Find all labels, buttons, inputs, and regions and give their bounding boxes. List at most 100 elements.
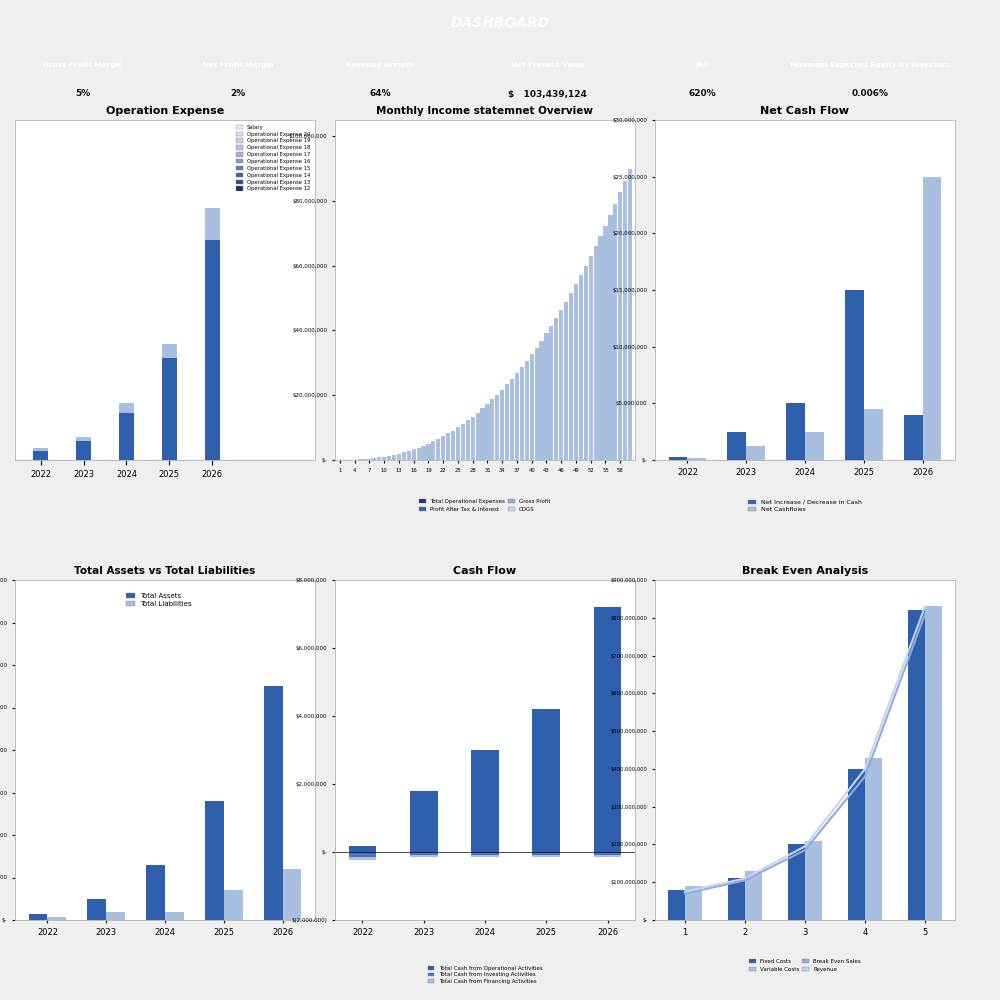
Text: Minimum Expected Equity by Investors: Minimum Expected Equity by Investors	[790, 62, 950, 68]
Bar	[349, 857, 376, 860]
Bar	[436, 439, 440, 460]
Bar	[407, 451, 411, 460]
Bar	[471, 855, 499, 857]
Bar	[162, 358, 177, 460]
Text: 2%: 2%	[230, 90, 246, 99]
Text: 64%: 64%	[369, 90, 391, 99]
Bar	[608, 215, 613, 460]
Text: Revenue Growth: Revenue Growth	[346, 62, 414, 68]
Bar	[205, 240, 220, 460]
Legend: Salary, Operational Expense 20, Operational Expense 19, Operational Expense 18, : Salary, Operational Expense 20, Operatio…	[234, 123, 312, 194]
Bar	[377, 457, 381, 460]
Bar	[687, 458, 706, 460]
Bar	[495, 395, 499, 460]
Bar	[392, 455, 396, 460]
Bar	[539, 341, 544, 460]
Text: IRR: IRR	[696, 62, 709, 68]
Legend: Fixed Costs, Variable Costs, Break Even Sales, Revenue: Fixed Costs, Variable Costs, Break Even …	[747, 957, 863, 974]
Bar	[106, 912, 125, 920]
Bar	[923, 177, 941, 460]
Bar	[410, 852, 438, 855]
Title: Total Assets vs Total Liabilities: Total Assets vs Total Liabilities	[74, 566, 256, 576]
Bar	[865, 758, 882, 920]
Bar	[410, 791, 438, 852]
Bar	[579, 275, 583, 460]
Bar	[685, 886, 702, 920]
Bar	[162, 344, 177, 358]
Bar	[788, 844, 805, 920]
Bar	[864, 409, 883, 460]
Bar	[349, 846, 376, 852]
Legend: Total Assets, Total Liabilities: Total Assets, Total Liabilities	[123, 590, 195, 610]
Bar	[532, 709, 560, 852]
Title: Net Cash Flow: Net Cash Flow	[761, 106, 850, 116]
Bar	[410, 855, 438, 857]
Bar	[367, 459, 372, 460]
Bar	[613, 204, 617, 460]
Bar	[530, 354, 534, 460]
Bar	[283, 869, 301, 920]
Bar	[669, 457, 687, 460]
Bar	[224, 890, 243, 920]
Bar	[264, 686, 283, 920]
Text: DASHBOARD: DASHBOARD	[450, 16, 550, 30]
Text: 620%: 620%	[689, 90, 716, 99]
Bar	[515, 373, 519, 460]
Title: Cash Flow: Cash Flow	[453, 566, 517, 576]
Bar	[564, 302, 568, 460]
Bar	[559, 310, 563, 460]
Bar	[146, 865, 165, 920]
Bar	[471, 750, 499, 852]
Bar	[668, 890, 685, 920]
Bar	[205, 208, 220, 240]
Bar	[505, 384, 509, 460]
Bar	[476, 413, 480, 460]
Title: Monthly Income statemnet Overview: Monthly Income statemnet Overview	[376, 106, 594, 116]
Text: Net Profit Margin: Net Profit Margin	[203, 62, 274, 68]
Bar	[47, 917, 66, 920]
Bar	[805, 841, 822, 920]
Bar	[461, 424, 465, 460]
Bar	[205, 801, 224, 920]
Bar	[165, 912, 184, 920]
Bar	[29, 914, 47, 920]
Bar	[589, 256, 593, 460]
Bar	[574, 284, 578, 460]
Bar	[535, 348, 539, 460]
Bar	[908, 610, 925, 920]
Bar	[490, 399, 494, 460]
Bar	[520, 367, 524, 460]
Bar	[904, 415, 923, 460]
Bar	[76, 437, 91, 441]
Bar	[845, 290, 864, 460]
Bar	[805, 432, 824, 460]
Text: $   103,439,124: $ 103,439,124	[508, 90, 587, 99]
Bar	[372, 458, 376, 460]
Legend: Total Cash from Operational Activities, Total Cash from Investing Activities, To: Total Cash from Operational Activities, …	[425, 964, 545, 986]
Bar	[480, 408, 485, 460]
Bar	[728, 878, 745, 920]
Bar	[485, 404, 490, 460]
Bar	[594, 607, 621, 852]
Bar	[544, 333, 549, 460]
Title: Break Even Analysis: Break Even Analysis	[742, 566, 868, 576]
Bar	[848, 769, 865, 920]
Bar	[431, 441, 435, 460]
Bar	[594, 852, 621, 855]
Bar	[628, 169, 632, 460]
Bar	[727, 432, 746, 460]
Bar	[598, 236, 603, 460]
Text: Gross Profit Margin: Gross Profit Margin	[43, 62, 123, 68]
Bar	[451, 431, 455, 460]
Legend: Total Operational Expenses, Profit After Tax & Interest, Gross Profit, COGS: Total Operational Expenses, Profit After…	[417, 497, 553, 514]
Bar	[603, 226, 608, 460]
Bar	[500, 390, 504, 460]
Bar	[554, 318, 558, 460]
Bar	[119, 413, 134, 460]
Bar	[402, 452, 406, 460]
Bar	[532, 855, 560, 857]
Bar	[119, 403, 134, 413]
Bar	[76, 441, 91, 460]
Bar	[441, 436, 445, 460]
Bar	[397, 454, 401, 460]
